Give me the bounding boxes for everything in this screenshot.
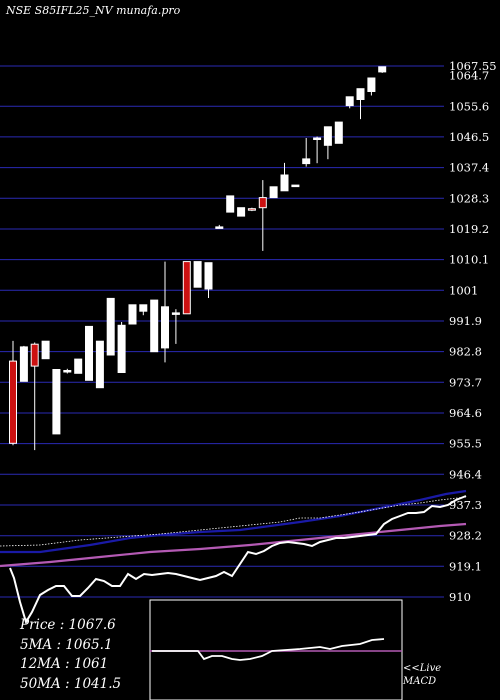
candle-body xyxy=(161,306,169,349)
stat-price: Price : 1067.6 xyxy=(20,617,116,633)
candle-body xyxy=(52,369,61,435)
candle-body xyxy=(345,96,354,107)
y-tick-label: 1001 xyxy=(449,283,478,297)
candle-body xyxy=(106,297,115,356)
y-tick-label: 982.8 xyxy=(449,345,482,359)
candle-body xyxy=(215,226,224,229)
y-tick-label: 1055.6 xyxy=(449,99,489,113)
y-tick-label: 910 xyxy=(449,590,471,604)
candle-body xyxy=(280,174,289,192)
candle-body xyxy=(63,370,72,373)
candles xyxy=(9,66,387,451)
candle-body xyxy=(128,304,137,325)
y-tick-label: 1019.2 xyxy=(449,222,489,236)
y-tick-label: 1067.55 xyxy=(449,59,497,73)
macd-line xyxy=(152,638,385,661)
candle-body xyxy=(19,346,28,382)
stat-50ma: 50MA : 1041.5 xyxy=(20,675,122,692)
y-axis-labels: 1067.55 1055.6 1046.5 1037.4 1028.3 1019.2 101… xyxy=(449,59,497,604)
y-tick-label: 1028.3 xyxy=(449,191,489,205)
candle-body xyxy=(237,207,246,217)
candle-body xyxy=(291,184,300,188)
candle-body xyxy=(367,77,376,92)
last-price-label: 1064.7 xyxy=(449,69,489,83)
y-tick-label: 973.7 xyxy=(449,375,482,389)
y-tick-label: 946.4 xyxy=(449,467,482,481)
stat-12ma: 12MA : 1061 xyxy=(20,656,109,672)
candle-body xyxy=(171,312,180,315)
candle-body xyxy=(356,88,365,100)
y-tick-label: 928.2 xyxy=(449,529,482,543)
candle-body xyxy=(226,195,235,213)
candle-body xyxy=(30,343,39,367)
candle-body xyxy=(313,137,322,140)
candle-body xyxy=(258,197,267,209)
indicator-lines xyxy=(0,489,467,625)
ma-blue-line xyxy=(0,489,467,554)
y-tick-label: 937.3 xyxy=(449,498,482,512)
candle-body xyxy=(41,340,50,360)
candle-body xyxy=(139,304,148,312)
y-tick-label: 919.1 xyxy=(449,559,482,573)
price-stats: Price : 1067.6 5MA : 1065.1 12MA : 1061 … xyxy=(20,616,121,694)
macd-panel xyxy=(149,599,403,700)
macd-label: <<Live MACD xyxy=(403,662,441,688)
y-tick-label: 1046.5 xyxy=(449,130,489,144)
macd-name: MACD xyxy=(403,676,437,687)
candle-body xyxy=(204,262,213,290)
candle-body xyxy=(9,360,17,444)
ma-white-dotted-line xyxy=(0,496,467,547)
y-tick-label: 964.6 xyxy=(449,406,482,420)
live-label: <<Live xyxy=(403,663,442,674)
candle-body xyxy=(74,358,83,374)
y-tick-label: 955.5 xyxy=(449,437,482,451)
chart-title: NSE S85IFL25_NV munafa.pro xyxy=(6,4,181,17)
candle-body xyxy=(323,126,332,146)
candle-body xyxy=(378,66,387,73)
candle-body xyxy=(182,261,191,315)
candle-body xyxy=(85,325,93,381)
grid-lines xyxy=(0,65,444,598)
candle-body xyxy=(117,324,126,373)
candle-body xyxy=(247,208,256,211)
candle-body xyxy=(193,261,202,288)
y-tick-label: 1010.1 xyxy=(449,253,489,267)
macd-white-line xyxy=(9,495,467,625)
ma-magenta-line xyxy=(0,522,467,568)
candle-body xyxy=(269,186,278,199)
candle-body xyxy=(95,340,104,389)
candle-body xyxy=(302,158,311,165)
y-tick-label: 1037.4 xyxy=(449,161,489,175)
stat-5ma: 5MA : 1065.1 xyxy=(20,636,113,653)
candle-body xyxy=(334,121,343,144)
candle-body xyxy=(150,299,159,353)
y-tick-label: 991.9 xyxy=(449,314,482,328)
